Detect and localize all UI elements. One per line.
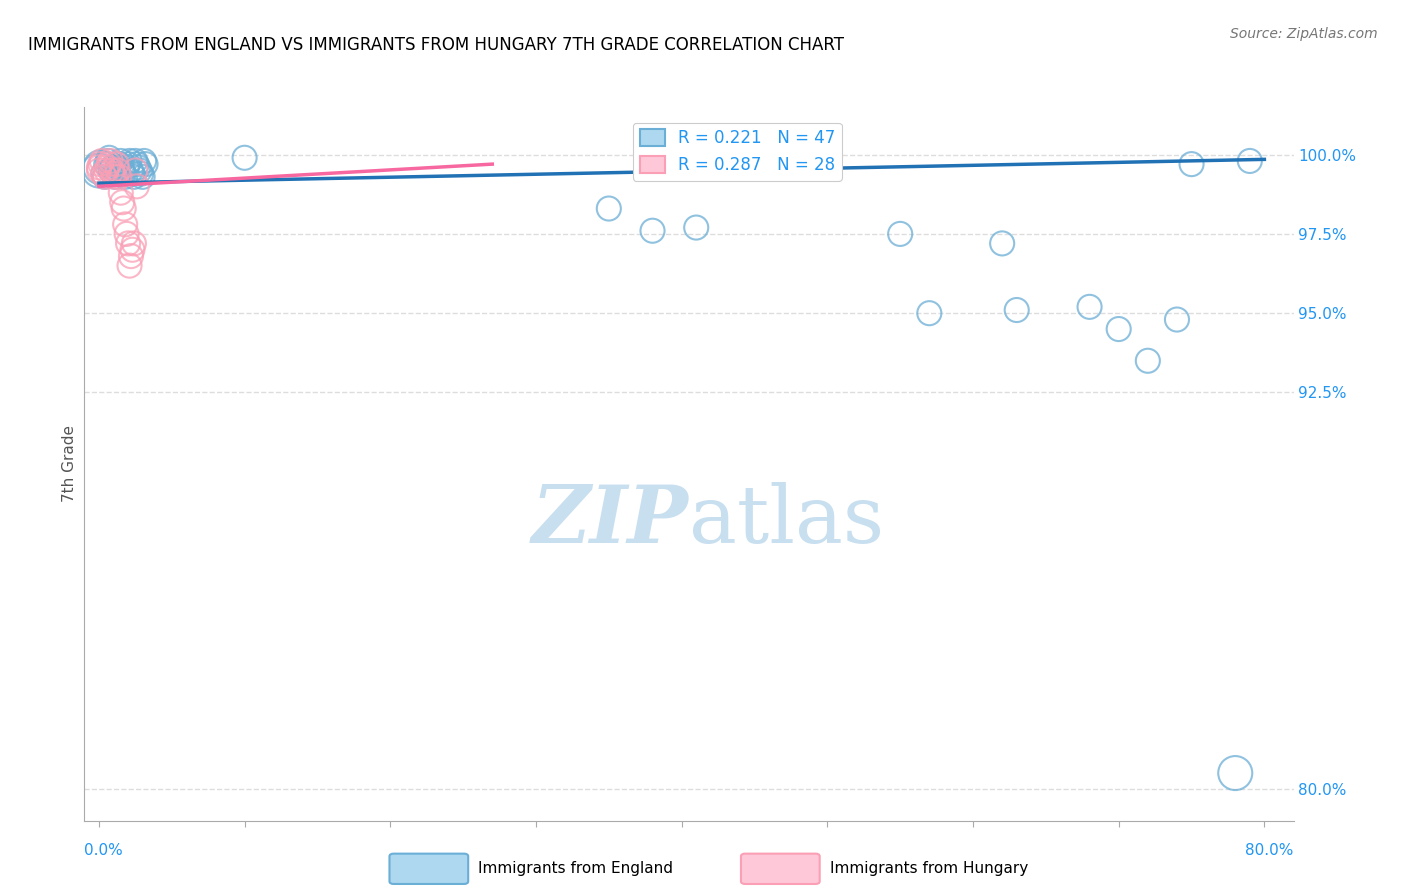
Point: [108, 157, 131, 171]
Point: [598, 202, 620, 216]
Point: [1005, 303, 1028, 318]
Point: [117, 157, 139, 171]
Point: [115, 227, 138, 241]
Point: [1239, 153, 1261, 168]
Point: [89, 161, 111, 175]
Point: [118, 259, 141, 273]
Point: [118, 153, 141, 168]
Point: [120, 249, 142, 263]
Point: [1078, 300, 1101, 314]
Point: [104, 169, 127, 184]
Point: [103, 167, 125, 181]
Point: [96, 157, 118, 171]
Point: [1180, 157, 1202, 171]
Point: [110, 186, 132, 200]
Point: [96, 163, 118, 178]
Point: [94, 169, 117, 184]
Text: 80.0%: 80.0%: [1246, 843, 1294, 858]
Point: [125, 179, 148, 194]
Point: [100, 163, 122, 178]
Text: 0.0%: 0.0%: [84, 843, 124, 858]
Point: [111, 195, 134, 210]
Text: atlas: atlas: [689, 482, 884, 560]
Point: [87, 163, 110, 178]
Point: [641, 224, 664, 238]
Point: [122, 236, 145, 251]
Point: [105, 157, 128, 171]
Point: [991, 236, 1014, 251]
Point: [101, 163, 124, 178]
Point: [124, 163, 146, 178]
Point: [120, 163, 142, 178]
Point: [127, 161, 149, 175]
Text: IMMIGRANTS FROM ENGLAND VS IMMIGRANTS FROM HUNGARY 7TH GRADE CORRELATION CHART: IMMIGRANTS FROM ENGLAND VS IMMIGRANTS FR…: [28, 36, 844, 54]
Point: [685, 220, 707, 235]
Point: [131, 169, 153, 184]
Point: [107, 163, 129, 178]
Text: ZIP: ZIP: [531, 483, 689, 559]
Point: [87, 163, 110, 178]
Point: [97, 153, 120, 168]
Point: [135, 157, 157, 171]
Point: [112, 167, 135, 181]
Point: [98, 157, 121, 171]
Point: [1136, 353, 1159, 368]
Point: [128, 163, 150, 178]
Point: [129, 167, 152, 181]
Point: [103, 167, 125, 181]
Point: [112, 202, 135, 216]
Point: [90, 153, 112, 168]
Point: [132, 153, 155, 168]
Point: [110, 153, 132, 168]
Legend: R = 0.221   N = 47, R = 0.287   N = 28: R = 0.221 N = 47, R = 0.287 N = 28: [633, 122, 842, 180]
Point: [121, 243, 143, 257]
Point: [108, 169, 131, 184]
Point: [121, 167, 143, 181]
Text: Source: ZipAtlas.com: Source: ZipAtlas.com: [1230, 27, 1378, 41]
Point: [104, 169, 127, 184]
Point: [1108, 322, 1130, 336]
Point: [1225, 766, 1247, 780]
Point: [105, 163, 128, 178]
Point: [1166, 312, 1188, 326]
Point: [98, 151, 121, 165]
Y-axis label: 7th Grade: 7th Grade: [62, 425, 77, 502]
Point: [91, 167, 114, 181]
Point: [122, 169, 145, 184]
Point: [124, 153, 146, 168]
Point: [889, 227, 911, 241]
Text: Immigrants from England: Immigrants from England: [478, 862, 673, 876]
Point: [125, 157, 148, 171]
Point: [111, 163, 134, 178]
Point: [114, 169, 136, 184]
Text: Immigrants from Hungary: Immigrants from Hungary: [830, 862, 1028, 876]
Point: [89, 157, 111, 171]
Point: [94, 169, 117, 184]
Point: [107, 161, 129, 175]
Point: [115, 161, 138, 175]
Point: [918, 306, 941, 320]
Point: [117, 236, 139, 251]
Point: [87, 161, 110, 175]
Point: [101, 161, 124, 175]
Point: [114, 218, 136, 232]
Point: [100, 153, 122, 168]
Point: [91, 167, 114, 181]
Point: [97, 161, 120, 175]
Point: [233, 151, 256, 165]
